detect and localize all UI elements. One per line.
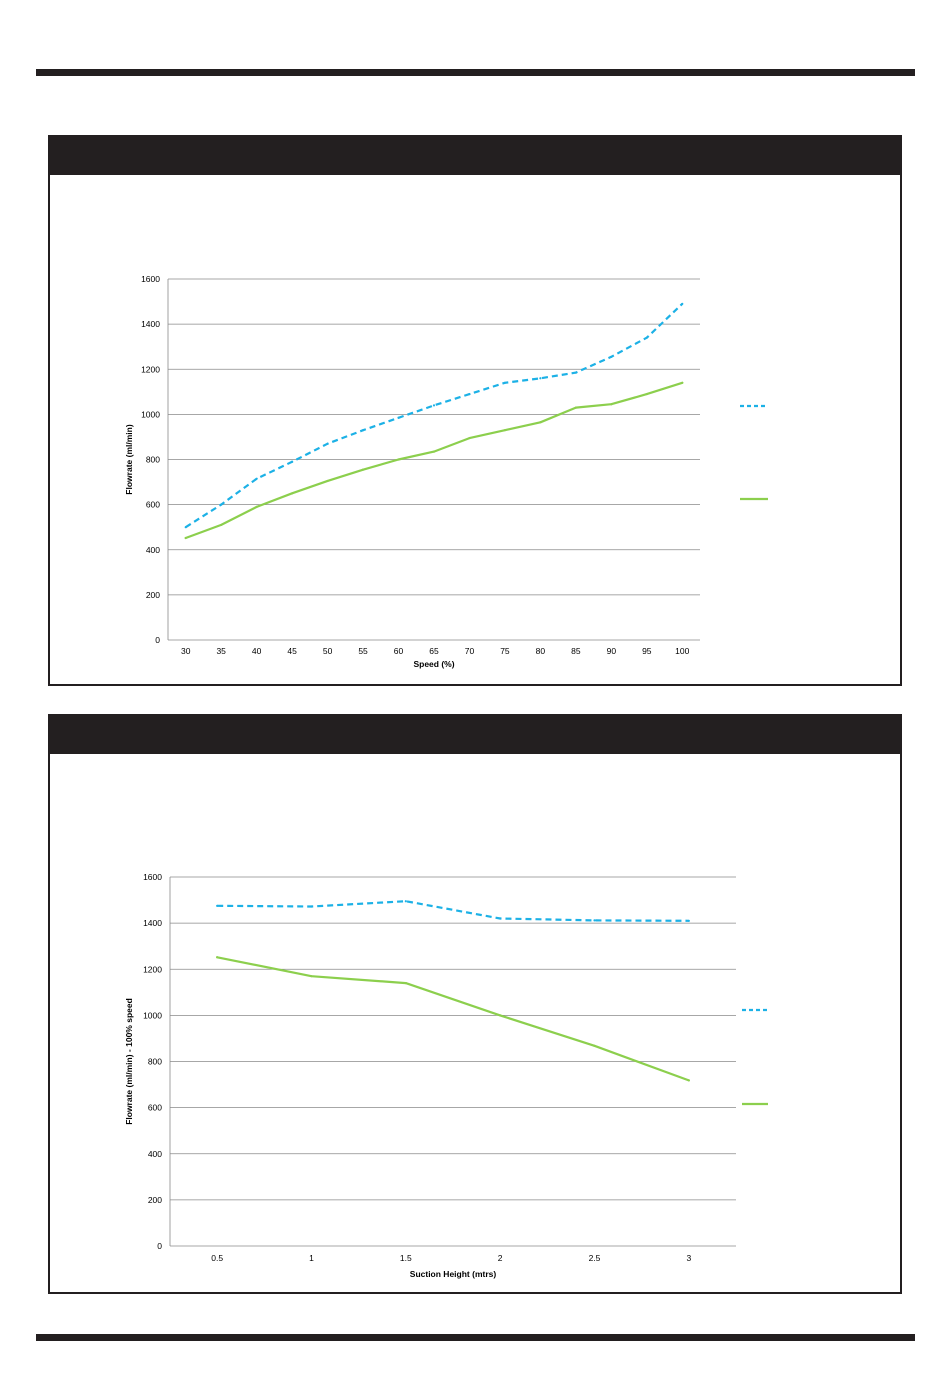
data-point [255, 505, 258, 508]
data-point [681, 381, 684, 384]
data-point [610, 355, 613, 358]
data-point [291, 492, 294, 495]
data-point [645, 336, 648, 339]
data-point [432, 404, 436, 407]
data-point [361, 429, 365, 432]
x-axis-title: Speed (%) [413, 659, 454, 669]
y-tick-label: 400 [148, 1149, 162, 1159]
series-line-dashed [217, 900, 689, 922]
chart-panel-suction: 0 200 400 600 800 1000 1200 1400 1600 0.5 1 1.5 2 2.5… [48, 714, 902, 1294]
panel-header-speed [50, 137, 900, 175]
data-point [593, 1044, 596, 1047]
y-tick-label: 1000 [143, 1010, 162, 1020]
x-tick-label: 95 [642, 646, 652, 656]
x-tick-label: 30 [181, 646, 191, 656]
x-tick-label: 35 [216, 646, 226, 656]
x-tick-label: 55 [358, 646, 368, 656]
x-tick-label: 50 [323, 646, 333, 656]
data-point [468, 436, 471, 440]
data-point [326, 479, 329, 483]
x-tick-label: 85 [571, 646, 581, 656]
series-line-dashed [185, 303, 684, 529]
x-tick-label: 70 [465, 646, 475, 656]
y-tick-label: 800 [146, 455, 160, 465]
x-tick-label: 3 [686, 1253, 691, 1263]
y-tick-label: 600 [148, 1103, 162, 1113]
data-point [593, 919, 596, 922]
y-tick-label: 1200 [143, 964, 162, 974]
data-point [610, 403, 613, 406]
series-line-solid [216, 956, 690, 1082]
data-point [326, 442, 329, 445]
data-point [539, 377, 542, 380]
chart-panel-speed: 0 200 400 600 800 1000 1200 1400 1600 30 35 40 45 50 5… [48, 135, 902, 686]
x-tick-label: 1.5 [400, 1253, 412, 1263]
data-point [503, 429, 507, 432]
data-point [310, 975, 313, 978]
flowrate-vs-speed-chart: 0 200 400 600 800 1000 1200 1400 1600 30 35 40 45 50 5… [124, 274, 768, 669]
y-tick-label: 1200 [141, 364, 160, 374]
data-point [539, 421, 542, 424]
y-axis-title: Flowrate (ml/min) [124, 424, 134, 495]
y-tick-label: 1400 [141, 319, 160, 329]
data-point [216, 956, 219, 959]
x-tick-label: 1 [309, 1253, 314, 1263]
data-point [361, 468, 365, 471]
y-tick-label: 0 [157, 1241, 162, 1251]
data-point [310, 905, 313, 908]
data-point [687, 919, 690, 922]
y-tick-label: 1600 [143, 872, 162, 882]
y-tick-label: 200 [148, 1195, 162, 1205]
y-tick-label: 0 [155, 635, 160, 645]
data-point [645, 392, 648, 396]
data-point [184, 526, 187, 529]
x-tick-label: 2.5 [589, 1253, 601, 1263]
x-tick-label: 60 [394, 646, 404, 656]
y-tick-label: 1000 [141, 409, 160, 419]
data-point [404, 981, 407, 985]
y-tick-label: 800 [148, 1057, 162, 1067]
x-tick-label: 75 [500, 646, 510, 656]
data-point [397, 416, 400, 419]
bottom-rule [36, 1334, 915, 1341]
y-tick-label: 600 [146, 500, 160, 510]
y-tick-label: 1400 [143, 918, 162, 928]
data-point [255, 477, 258, 480]
data-point [291, 460, 294, 463]
x-tick-label: 65 [429, 646, 439, 656]
data-point [468, 392, 471, 396]
data-point [681, 302, 684, 305]
data-point [499, 1014, 502, 1017]
y-tick-label: 400 [146, 545, 160, 555]
y-axis-title: Flowrate (ml/min) - 100% speed [124, 998, 134, 1125]
data-point [687, 1079, 690, 1082]
y-tick-label: 1600 [141, 274, 160, 284]
data-point [574, 406, 577, 409]
data-point [574, 371, 577, 374]
x-tick-label: 80 [536, 646, 546, 656]
x-tick-label: 90 [607, 646, 617, 656]
top-rule [36, 69, 915, 76]
x-tick-label: 0.5 [211, 1253, 223, 1263]
panel-header-suction [50, 716, 900, 754]
data-point [503, 381, 507, 384]
x-tick-label: 2 [498, 1253, 503, 1263]
data-point [220, 503, 223, 506]
data-point [499, 917, 502, 920]
x-tick-label: 100 [675, 646, 689, 656]
x-tick-label: 45 [287, 646, 297, 656]
data-point [220, 523, 223, 527]
data-point [216, 904, 219, 907]
data-point [184, 536, 187, 540]
flowrate-vs-suction-height-chart: 0 200 400 600 800 1000 1200 1400 1600 0.5 1 1.5 2 2.5… [124, 872, 768, 1279]
x-axis-title: Suction Height (mtrs) [410, 1269, 497, 1279]
y-tick-label: 200 [146, 590, 160, 600]
data-point [432, 450, 436, 453]
data-point [404, 900, 407, 903]
x-tick-label: 40 [252, 646, 262, 656]
data-point [397, 458, 400, 461]
